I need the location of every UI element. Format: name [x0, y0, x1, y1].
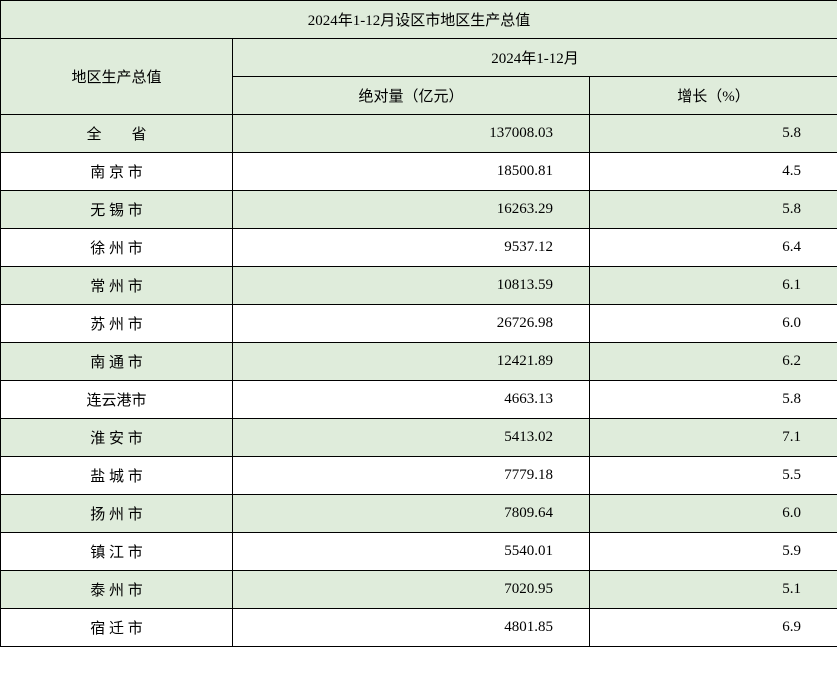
growth-cell: 6.9 — [590, 609, 837, 647]
growth-cell: 6.4 — [590, 229, 837, 267]
table-row: 扬 州 市7809.646.0 — [1, 495, 837, 533]
amount-cell: 7020.95 — [233, 571, 590, 609]
growth-cell: 6.0 — [590, 495, 837, 533]
region-cell: 苏 州 市 — [1, 305, 233, 343]
table-row: 淮 安 市5413.027.1 — [1, 419, 837, 457]
region-cell: 连云港市 — [1, 381, 233, 419]
col-header-growth: 增长（%） — [590, 77, 837, 115]
table-row: 南 通 市12421.896.2 — [1, 343, 837, 381]
amount-cell: 9537.12 — [233, 229, 590, 267]
region-cell: 全 省 — [1, 115, 233, 153]
growth-cell: 6.0 — [590, 305, 837, 343]
table-row: 宿 迁 市4801.856.9 — [1, 609, 837, 647]
region-cell: 南 京 市 — [1, 153, 233, 191]
growth-cell: 4.5 — [590, 153, 837, 191]
amount-cell: 12421.89 — [233, 343, 590, 381]
table-row: 镇 江 市5540.015.9 — [1, 533, 837, 571]
region-cell: 扬 州 市 — [1, 495, 233, 533]
table-row: 徐 州 市9537.126.4 — [1, 229, 837, 267]
period-header: 2024年1-12月 — [233, 39, 837, 77]
growth-cell: 5.8 — [590, 191, 837, 229]
region-cell: 盐 城 市 — [1, 457, 233, 495]
table-row: 无 锡 市16263.295.8 — [1, 191, 837, 229]
region-cell: 镇 江 市 — [1, 533, 233, 571]
growth-cell: 5.9 — [590, 533, 837, 571]
table-row: 泰 州 市7020.955.1 — [1, 571, 837, 609]
region-cell: 泰 州 市 — [1, 571, 233, 609]
growth-cell: 5.1 — [590, 571, 837, 609]
growth-cell: 6.2 — [590, 343, 837, 381]
table-row: 连云港市4663.135.8 — [1, 381, 837, 419]
table-title: 2024年1-12月设区市地区生产总值 — [1, 1, 837, 39]
header-row-1: 地区生产总值 2024年1-12月 — [1, 39, 837, 77]
amount-cell: 4663.13 — [233, 381, 590, 419]
region-cell: 常 州 市 — [1, 267, 233, 305]
region-cell: 无 锡 市 — [1, 191, 233, 229]
region-cell: 淮 安 市 — [1, 419, 233, 457]
table-body: 全 省137008.035.8南 京 市18500.814.5无 锡 市1626… — [1, 115, 837, 647]
growth-cell: 5.5 — [590, 457, 837, 495]
growth-cell: 5.8 — [590, 115, 837, 153]
table-row: 全 省137008.035.8 — [1, 115, 837, 153]
col-header-amount: 绝对量（亿元） — [233, 77, 590, 115]
table-row: 南 京 市18500.814.5 — [1, 153, 837, 191]
amount-cell: 4801.85 — [233, 609, 590, 647]
region-cell: 南 通 市 — [1, 343, 233, 381]
table-row: 盐 城 市7779.185.5 — [1, 457, 837, 495]
title-row: 2024年1-12月设区市地区生产总值 — [1, 1, 837, 39]
row-label-header: 地区生产总值 — [1, 39, 233, 115]
table-row: 常 州 市10813.596.1 — [1, 267, 837, 305]
region-cell: 徐 州 市 — [1, 229, 233, 267]
amount-cell: 7809.64 — [233, 495, 590, 533]
amount-cell: 7779.18 — [233, 457, 590, 495]
amount-cell: 10813.59 — [233, 267, 590, 305]
growth-cell: 6.1 — [590, 267, 837, 305]
table-container: 2024年1-12月设区市地区生产总值 地区生产总值 2024年1-12月 绝对… — [0, 0, 837, 647]
amount-cell: 26726.98 — [233, 305, 590, 343]
amount-cell: 16263.29 — [233, 191, 590, 229]
amount-cell: 5413.02 — [233, 419, 590, 457]
region-cell: 宿 迁 市 — [1, 609, 233, 647]
gdp-table: 2024年1-12月设区市地区生产总值 地区生产总值 2024年1-12月 绝对… — [0, 0, 837, 647]
growth-cell: 7.1 — [590, 419, 837, 457]
amount-cell: 5540.01 — [233, 533, 590, 571]
growth-cell: 5.8 — [590, 381, 837, 419]
amount-cell: 137008.03 — [233, 115, 590, 153]
table-row: 苏 州 市26726.986.0 — [1, 305, 837, 343]
amount-cell: 18500.81 — [233, 153, 590, 191]
